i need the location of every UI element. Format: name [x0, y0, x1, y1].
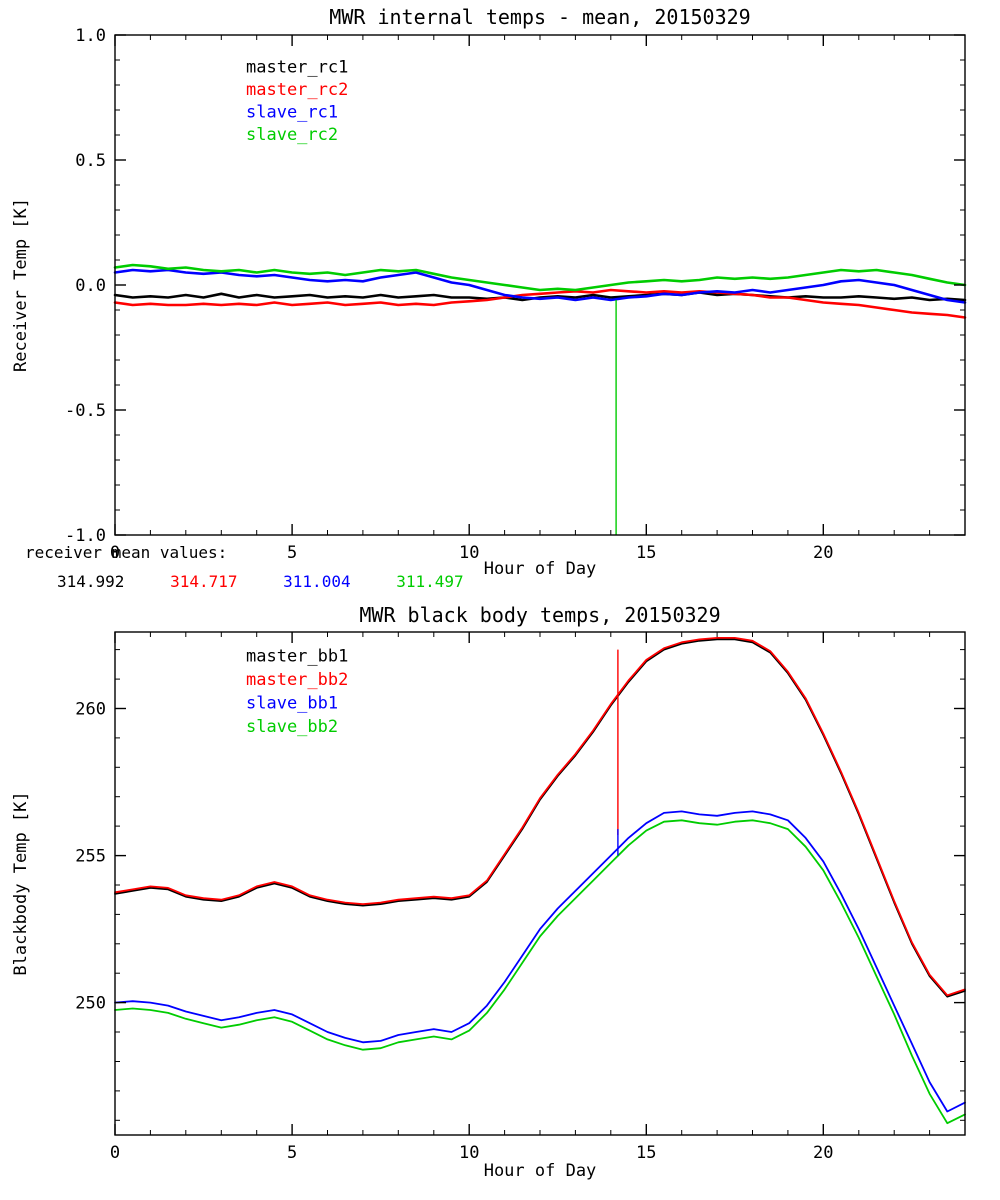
svg-text:MWR black body temps, 20150329: MWR black body temps, 20150329 — [359, 603, 720, 627]
svg-text:master_bb1: master_bb1 — [246, 646, 348, 666]
mean-value-master-rc1: 314.992 — [57, 572, 125, 591]
svg-text:20: 20 — [813, 543, 833, 563]
mean-value-slave-rc1: 311.004 — [283, 572, 351, 591]
svg-text:20: 20 — [813, 1143, 833, 1163]
svg-text:0.5: 0.5 — [75, 151, 106, 171]
svg-text:260: 260 — [75, 700, 106, 720]
svg-text:15: 15 — [636, 1143, 656, 1163]
svg-text:5: 5 — [287, 1143, 297, 1163]
mean-values-row: 314.992 314.717 311.004 311.497 — [57, 572, 500, 591]
svg-text:-0.5: -0.5 — [65, 401, 106, 421]
svg-text:10: 10 — [459, 543, 479, 563]
svg-text:slave_rc1: slave_rc1 — [246, 103, 338, 123]
mean-value-master-rc2: 314.717 — [170, 572, 238, 591]
svg-text:master_rc2: master_rc2 — [246, 80, 348, 100]
svg-text:Hour of Day: Hour of Day — [484, 1161, 597, 1181]
svg-text:Blackbody Temp [K]: Blackbody Temp [K] — [11, 791, 31, 975]
svg-text:255: 255 — [75, 847, 106, 867]
svg-text:master_bb2: master_bb2 — [246, 670, 348, 690]
svg-text:Receiver Temp [K]: Receiver Temp [K] — [11, 198, 31, 372]
svg-text:slave_bb1: slave_bb1 — [246, 694, 338, 714]
svg-text:0: 0 — [110, 543, 120, 563]
svg-text:250: 250 — [75, 994, 106, 1014]
svg-text:MWR internal temps - mean, 201: MWR internal temps - mean, 20150329 — [329, 5, 750, 29]
receiver-mean-values-block: receiver mean values: 314.992 314.717 31… — [25, 543, 464, 591]
svg-text:master_rc1: master_rc1 — [246, 58, 348, 78]
svg-text:slave_rc2: slave_rc2 — [246, 125, 338, 145]
svg-text:10: 10 — [459, 1143, 479, 1163]
svg-text:-1.0: -1.0 — [65, 526, 106, 546]
svg-text:slave_bb2: slave_bb2 — [246, 717, 338, 737]
svg-text:5: 5 — [287, 543, 297, 563]
svg-text:1.0: 1.0 — [75, 26, 106, 46]
mean-values-label: receiver mean values: — [25, 543, 228, 562]
mean-value-slave-rc2: 311.497 — [396, 572, 464, 591]
svg-text:Hour of Day: Hour of Day — [484, 559, 597, 579]
blackbody-temp-chart: 0 5 10 15 20 250 255 260 MWR black body temps, 2… — [11, 603, 966, 1181]
svg-text:0.0: 0.0 — [75, 276, 106, 296]
svg-text:0: 0 — [110, 1143, 120, 1163]
svg-text:15: 15 — [636, 543, 656, 563]
receiver-temp-chart: 0 5 10 15 20 -1.0 -0.5 0.0 0.5 1.0 MWR internal te… — [11, 5, 967, 579]
